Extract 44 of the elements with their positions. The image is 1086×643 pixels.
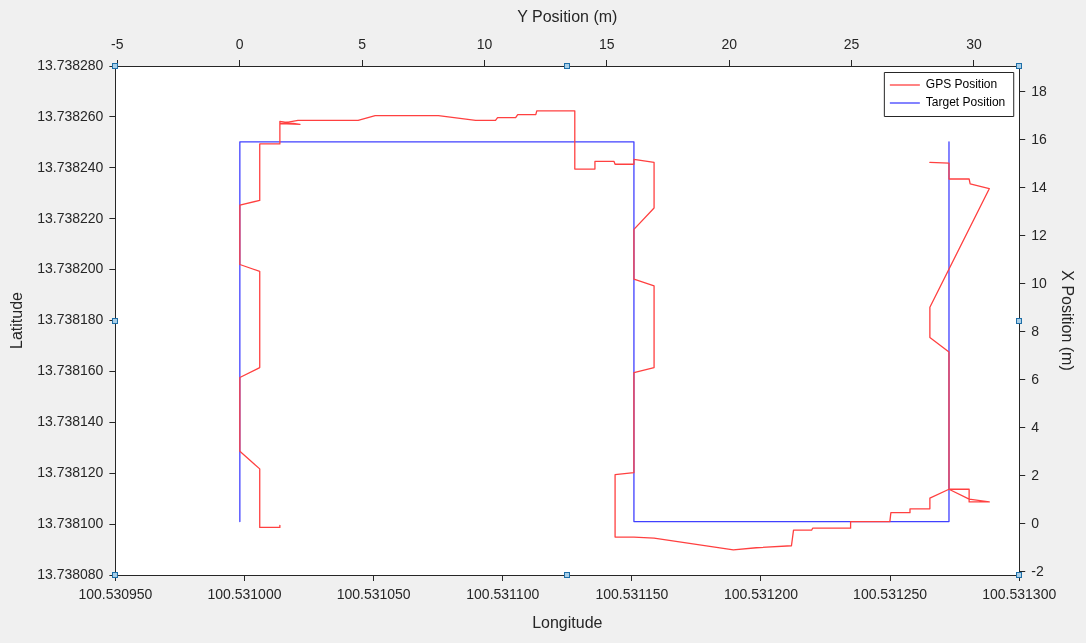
y2-tick-label: 0: [1031, 514, 1040, 531]
y-tick-label: 13.738160: [37, 362, 104, 379]
x-tick-label: 100.530950: [78, 586, 153, 603]
y-tick-label: 13.738140: [37, 413, 104, 430]
x2-axis-title: Y Position (m): [517, 8, 618, 26]
y-tick-label: 13.738080: [37, 565, 104, 582]
x2-tick-label: 15: [599, 36, 615, 53]
x2-tick-label: 5: [358, 36, 367, 53]
y2-tick-label: 14: [1031, 178, 1048, 195]
x-axis-title: Longitude: [532, 613, 603, 631]
y2-tick-label: 4: [1031, 418, 1040, 435]
y-tick-label: 13.738280: [37, 56, 104, 73]
y-tick-label: 13.738180: [37, 311, 104, 328]
x-tick-label: 100.531150: [595, 586, 669, 603]
x-tick-label: 100.531000: [207, 586, 282, 603]
y2-tick-label: 10: [1031, 274, 1048, 291]
y2-axis-title: X Position (m): [1058, 270, 1076, 371]
legend-label: Target Position: [925, 95, 1006, 110]
x2-tick-label: 10: [476, 36, 493, 53]
y2-tick-label: -2: [1031, 562, 1044, 579]
y2-tick-label: 18: [1031, 82, 1048, 99]
y2-tick-label: 6: [1031, 370, 1040, 387]
y2-tick-label: 2: [1031, 466, 1040, 483]
y-axis-title: Latitude: [8, 291, 26, 349]
x-tick-label: 100.531050: [336, 586, 411, 603]
y-tick-label: 13.738200: [37, 260, 104, 277]
y-tick-label: 13.738240: [37, 158, 104, 175]
x2-tick-label: 25: [843, 36, 860, 53]
legend-label: GPS Position: [925, 77, 998, 92]
y-tick-label: 13.738120: [37, 464, 104, 481]
x-tick-label: 100.531250: [853, 586, 928, 603]
x-tick-label: 100.531300: [982, 586, 1057, 603]
x-tick-label: 100.531200: [724, 586, 799, 603]
x2-tick-label: 20: [721, 36, 738, 53]
y-tick-label: 13.738100: [37, 514, 104, 531]
y2-tick-label: 16: [1031, 130, 1048, 147]
x2-tick-label: 0: [235, 36, 244, 53]
x2-tick-label: 30: [966, 36, 982, 53]
y2-tick-label: 8: [1031, 322, 1040, 339]
x2-tick-label: -5: [111, 36, 124, 53]
x-tick-label: 100.531100: [466, 586, 540, 603]
y-tick-label: 13.738220: [37, 209, 104, 226]
y-tick-label: 13.738260: [37, 107, 104, 124]
y2-tick-label: 12: [1031, 226, 1048, 243]
